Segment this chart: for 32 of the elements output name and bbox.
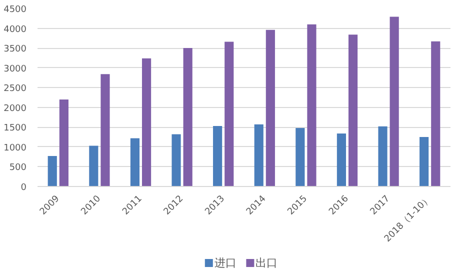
- y-tick-label: 3500: [4, 44, 27, 55]
- bar: [89, 146, 98, 186]
- bar: [172, 134, 181, 186]
- bar: [307, 24, 316, 186]
- y-tick-label: 1500: [4, 124, 27, 134]
- bar: [142, 58, 152, 186]
- bar: [378, 126, 388, 186]
- bar: [266, 30, 275, 186]
- y-tick-label: 0: [20, 183, 27, 193]
- bar: [130, 138, 140, 186]
- bar: [48, 156, 57, 186]
- bar: [59, 99, 68, 186]
- y-tick-label: 2000: [4, 104, 27, 114]
- y-tick-label: 500: [9, 163, 27, 174]
- bar: [390, 16, 399, 186]
- legend-label: 出口: [256, 256, 278, 270]
- y-tick-label: 4500: [4, 5, 27, 15]
- bar: [336, 133, 346, 186]
- legend-label: 进口: [214, 256, 236, 270]
- bar: [348, 34, 358, 186]
- bar: [431, 41, 440, 186]
- bar: [183, 48, 192, 186]
- bar: [296, 128, 305, 186]
- bar: [254, 124, 264, 186]
- y-tick-label: 1000: [4, 143, 27, 154]
- y-tick-label: 3000: [4, 64, 27, 74]
- bar: [224, 42, 234, 186]
- bar: [213, 126, 222, 186]
- y-tick-label: 4000: [4, 24, 27, 35]
- bar: [100, 74, 110, 186]
- y-tick-label: 2500: [4, 84, 27, 94]
- bar: [420, 137, 429, 186]
